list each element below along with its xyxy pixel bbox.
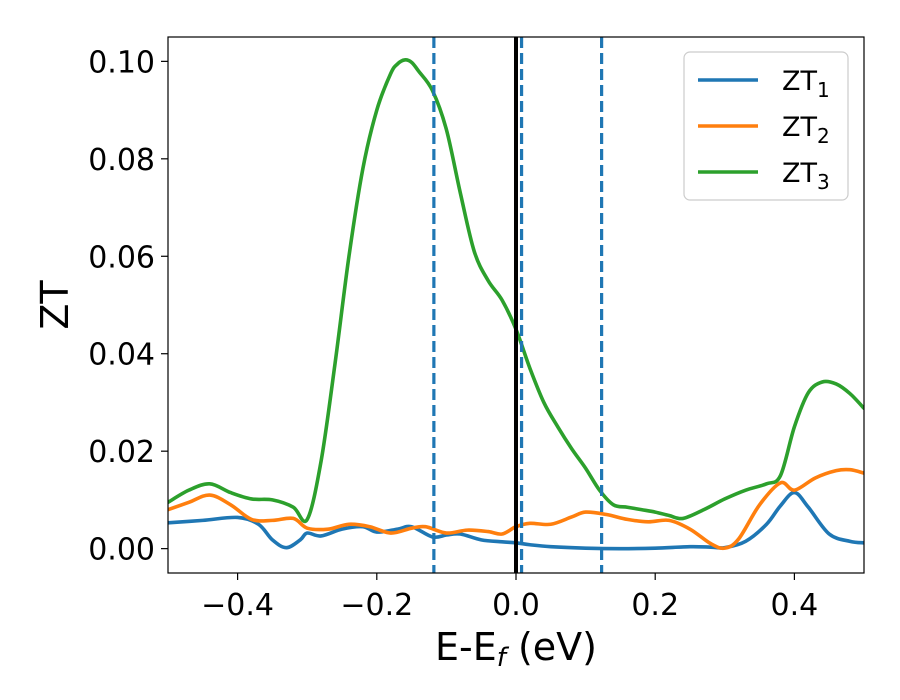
y-tick-label: 0.02 [88,435,155,470]
y-tick-label: 0.06 [88,240,155,275]
y-axis-ticks: 0.00 0.02 0.04 0.06 0.08 0.10 [88,45,168,568]
x-axis-ticks: −0.4 −0.2 0.0 0.2 0.4 [201,573,818,623]
series-line-zt1 [168,490,864,551]
series-line-zt3 [168,58,864,524]
legend-label-zt2: ZT2 [782,112,830,148]
y-axis-label: ZT [33,280,77,330]
x-tick-label: −0.2 [340,588,413,623]
y-tick-label: 0.00 [88,533,155,568]
legend-label-zt1: ZT1 [782,66,830,102]
x-tick-label: 0.2 [631,588,679,623]
legend-box [683,51,849,201]
x-tick-label: 0.4 [771,588,819,623]
y-tick-label: 0.04 [88,338,155,373]
legend: ZT1 ZT2 ZT3 [683,51,849,201]
x-tick-label: −0.4 [201,588,274,623]
x-axis-label: E-Ef (eV) [435,625,597,673]
y-tick-label: 0.10 [88,45,155,80]
x-axis-label-unit: (eV) [506,625,597,669]
x-tick-label: 0.0 [492,588,540,623]
legend-label-zt3: ZT3 [782,158,830,194]
x-axis-label-main: E-E [435,625,497,669]
y-tick-label: 0.08 [88,143,155,178]
reference-lines [432,37,604,573]
